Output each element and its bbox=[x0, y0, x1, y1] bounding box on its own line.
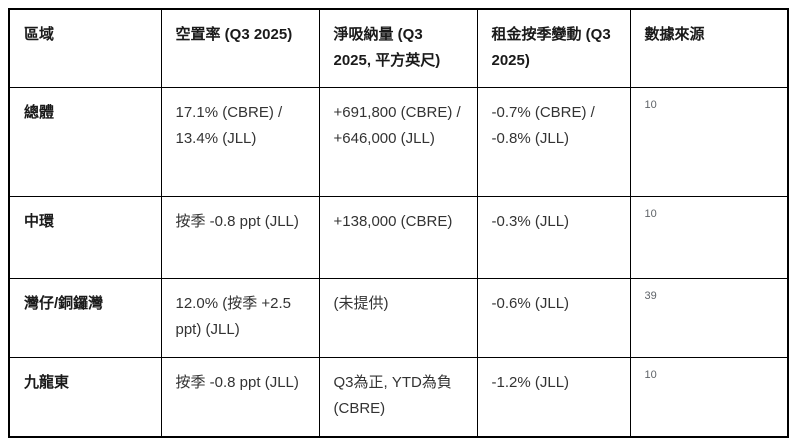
source-cell: 10 bbox=[629, 87, 789, 197]
column-header-absorption: 淨吸納量 (Q3 2025, 平方英尺) bbox=[318, 8, 478, 88]
table-row: 總體 17.1% (CBRE) / 13.4% (JLL) +691,800 (… bbox=[8, 87, 789, 197]
source-cell: 10 bbox=[629, 196, 789, 279]
rent-change-cell: -0.7% (CBRE) / -0.8% (JLL) bbox=[476, 87, 631, 197]
column-header-region: 區域 bbox=[8, 8, 162, 88]
table-row: 中環 按季 -0.8 ppt (JLL) +138,000 (CBRE) -0.… bbox=[8, 196, 789, 279]
header-row: 區域 空置率 (Q3 2025) 淨吸納量 (Q3 2025, 平方英尺) 租金… bbox=[8, 8, 789, 88]
absorption-cell: Q3為正, YTD為負 (CBRE) bbox=[318, 357, 478, 437]
source-footnote-number: 10 bbox=[644, 99, 657, 111]
vacancy-cell: 17.1% (CBRE) / 13.4% (JLL) bbox=[160, 87, 320, 197]
hk-office-market-table: 區域 空置率 (Q3 2025) 淨吸納量 (Q3 2025, 平方英尺) 租金… bbox=[8, 8, 789, 438]
column-header-rent-change: 租金按季變動 (Q3 2025) bbox=[476, 8, 631, 88]
region-cell: 中環 bbox=[8, 196, 162, 279]
region-cell: 九龍東 bbox=[8, 357, 162, 437]
column-header-source: 數據來源 bbox=[629, 8, 789, 88]
column-header-vacancy: 空置率 (Q3 2025) bbox=[160, 8, 320, 88]
absorption-cell: +138,000 (CBRE) bbox=[318, 196, 478, 279]
table-row: 灣仔/銅鑼灣 12.0% (按季 +2.5 ppt) (JLL) (未提供) -… bbox=[8, 278, 789, 358]
source-cell: 39 bbox=[629, 278, 789, 358]
table-row: 九龍東 按季 -0.8 ppt (JLL) Q3為正, YTD為負 (CBRE)… bbox=[8, 357, 789, 437]
region-cell: 灣仔/銅鑼灣 bbox=[8, 278, 162, 358]
rent-change-cell: -0.3% (JLL) bbox=[476, 196, 631, 279]
region-cell: 總體 bbox=[8, 87, 162, 197]
absorption-cell: +691,800 (CBRE) / +646,000 (JLL) bbox=[318, 87, 478, 197]
source-footnote-number: 10 bbox=[644, 208, 657, 220]
rent-change-cell: -0.6% (JLL) bbox=[476, 278, 631, 358]
vacancy-cell: 12.0% (按季 +2.5 ppt) (JLL) bbox=[160, 278, 320, 358]
source-footnote-number: 10 bbox=[644, 369, 657, 381]
rent-change-cell: -1.2% (JLL) bbox=[476, 357, 631, 437]
source-cell: 10 bbox=[629, 357, 789, 437]
vacancy-cell: 按季 -0.8 ppt (JLL) bbox=[160, 196, 320, 279]
vacancy-cell: 按季 -0.8 ppt (JLL) bbox=[160, 357, 320, 437]
absorption-cell: (未提供) bbox=[318, 278, 478, 358]
source-footnote-number: 39 bbox=[644, 290, 657, 302]
